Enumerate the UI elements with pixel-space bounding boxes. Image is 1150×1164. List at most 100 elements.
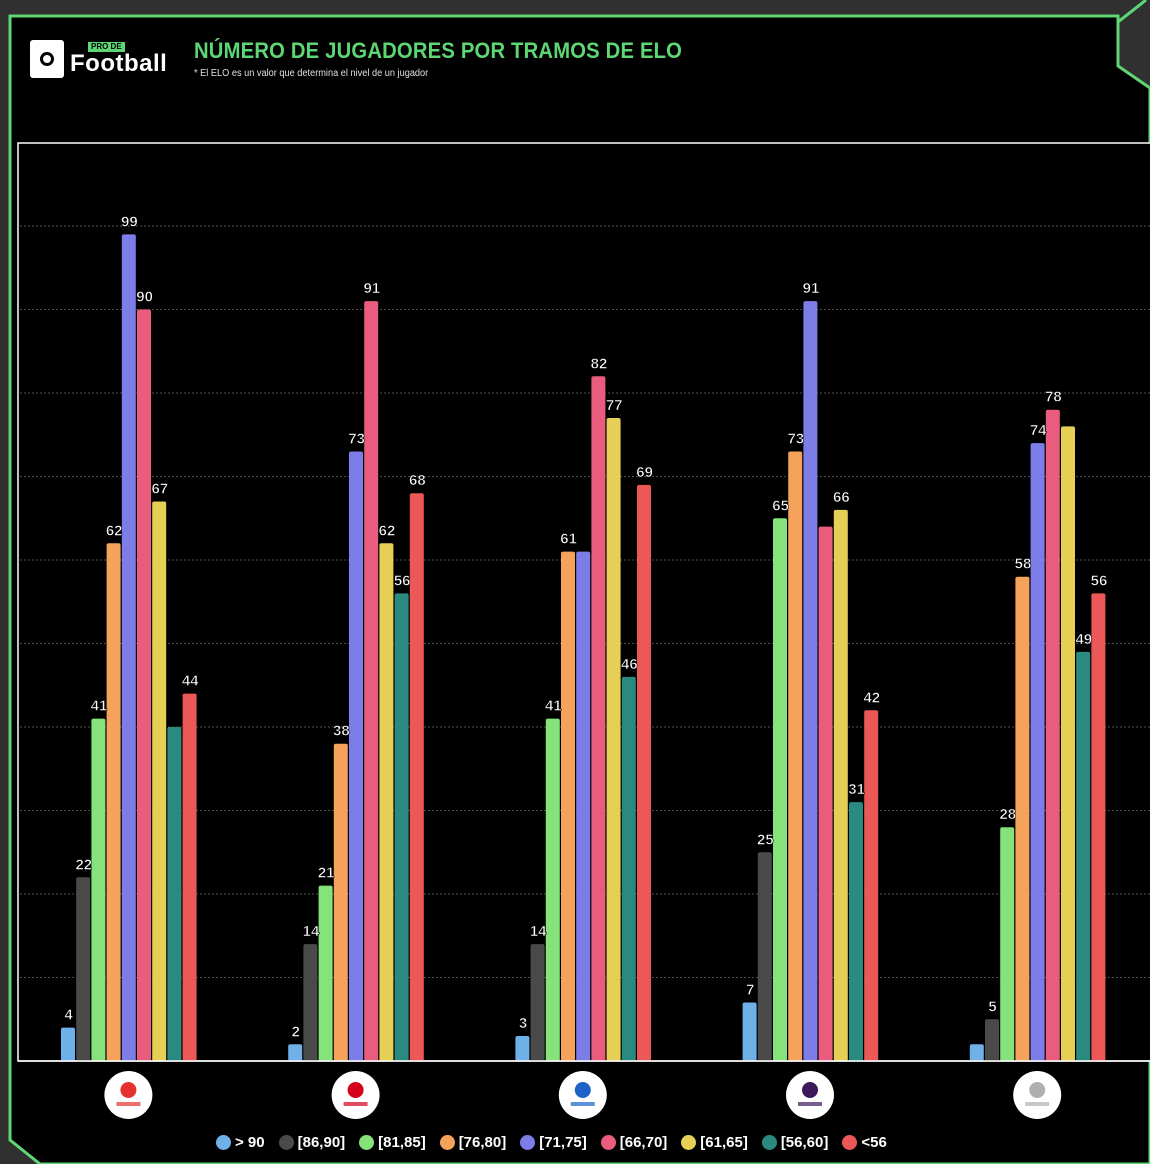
legend-label: [66,70]: [619, 1133, 668, 1151]
data-label: 46: [621, 656, 638, 673]
bar-laliga-santander-2: [76, 877, 91, 1061]
legend-label: [81,85]: [378, 1133, 426, 1151]
bar-laliga-santander-6: [137, 309, 151, 1061]
bar-bundesliga-8: [394, 593, 409, 1061]
bar-bundesliga-9: [409, 493, 424, 1061]
legend-item: > 90: [216, 1134, 265, 1151]
bar-serie-a-6: [591, 376, 606, 1061]
data-label: 38: [333, 723, 350, 740]
data-label: 22: [75, 856, 92, 873]
legend-item: [71,75]: [520, 1134, 587, 1151]
data-label: 65: [772, 497, 789, 514]
data-label: 56: [1091, 572, 1108, 589]
data-label: 5: [988, 998, 996, 1015]
data-label: 49: [1075, 631, 1092, 648]
logo-tag: PRO DE: [88, 42, 125, 52]
data-label: 56: [394, 572, 411, 589]
legend-item: [61,65]: [681, 1134, 748, 1151]
category-icons: [104, 1071, 1062, 1119]
data-label: 99: [121, 213, 138, 230]
data-label: 90: [136, 289, 153, 306]
data-label: 44: [182, 673, 199, 690]
bar-serie-a-3: [545, 718, 560, 1061]
brand-logo: PRO DE Football: [30, 40, 180, 82]
legend-item: [81,85]: [359, 1134, 426, 1151]
data-label: 91: [363, 280, 380, 297]
bar-ligue-1-4: [1015, 576, 1030, 1061]
bar-premier-league-6: [818, 526, 833, 1061]
legend-swatch-icon: [520, 1134, 536, 1150]
legend-swatch-icon: [842, 1134, 858, 1150]
bar-ligue-1-7: [1061, 426, 1075, 1061]
bar-ligue-1-9: [1091, 593, 1106, 1061]
bar-serie-a-8: [621, 676, 636, 1061]
legend-swatch-icon: [359, 1134, 375, 1150]
premier-league-logo-icon: [786, 1071, 834, 1119]
legend-swatch-icon: [681, 1134, 697, 1150]
data-label: 14: [530, 923, 547, 940]
legend-item: <56: [842, 1134, 887, 1151]
legend-swatch-icon: [278, 1134, 294, 1150]
logo-text: Football: [70, 50, 168, 77]
legend: > 90 [86,90] [81,85] [76,80] [71,75] [66,70] […: [216, 1128, 887, 1156]
bar-premier-league-1: [742, 1002, 757, 1061]
bar-premier-league-5: [803, 301, 818, 1061]
data-label: 82: [591, 355, 608, 372]
legend-item: [56,60]: [761, 1134, 828, 1151]
data-label: 25: [757, 831, 774, 848]
bar-serie-a-7: [606, 418, 621, 1061]
bar-bundesliga-6: [364, 301, 379, 1061]
data-label: 4: [64, 1007, 73, 1024]
bar-serie-a-2: [530, 944, 545, 1061]
bar-bundesliga-7: [379, 543, 394, 1061]
data-label: 62: [379, 522, 396, 539]
data-label: 68: [409, 472, 426, 489]
data-label: 14: [303, 923, 320, 940]
bar-premier-league-9: [864, 710, 879, 1061]
bundesliga-logo-icon: [331, 1071, 380, 1119]
bars: [61, 234, 1106, 1062]
bar-ligue-1-8: [1076, 651, 1091, 1061]
data-label: 73: [787, 430, 804, 447]
bar-premier-league-2: [757, 852, 772, 1061]
bar-bundesliga-1: [288, 1044, 303, 1061]
bar-serie-a-5: [576, 551, 591, 1061]
data-label: 62: [106, 522, 123, 539]
data-label: 91: [803, 280, 820, 297]
bar-bundesliga-2: [303, 944, 318, 1061]
data-label: 74: [1030, 422, 1047, 439]
chart-subtitle: * El ELO es un valor que determina el ni…: [194, 68, 429, 79]
data-label: 41: [91, 698, 108, 715]
logo-badge-icon: [30, 40, 64, 78]
data-label: 67: [151, 481, 168, 498]
bar-serie-a-4: [561, 551, 575, 1061]
legend-label: [61,65]: [700, 1133, 748, 1151]
data-label: 73: [348, 430, 365, 447]
ligue-1-logo-icon: [1013, 1071, 1062, 1119]
bar-bundesliga-4: [333, 743, 348, 1061]
data-label: 66: [833, 489, 850, 506]
bar-premier-league-8: [849, 802, 863, 1061]
bar-ligue-1-2: [985, 1019, 999, 1061]
bar-laliga-santander-9: [182, 693, 197, 1061]
legend-swatch-icon: [439, 1134, 455, 1150]
data-label: 7: [746, 982, 754, 999]
legend-label: > 90: [235, 1133, 265, 1151]
data-label: 2: [292, 1023, 300, 1040]
bar-bundesliga-3: [318, 885, 333, 1061]
data-label: 77: [606, 397, 623, 414]
bar-premier-league-4: [788, 451, 803, 1061]
bar-serie-a-9: [637, 484, 651, 1062]
bar-ligue-1-6: [1045, 409, 1060, 1061]
bar-laliga-santander-1: [61, 1027, 75, 1061]
data-label: 42: [863, 689, 880, 706]
bar-ligue-1-3: [1000, 827, 1015, 1061]
legend-item: [76,80]: [439, 1134, 506, 1151]
data-label: 3: [519, 1015, 527, 1032]
legend-label: [86,90]: [297, 1133, 346, 1151]
bar-premier-league-3: [773, 518, 787, 1061]
data-label: 31: [848, 781, 865, 798]
data-label: 28: [999, 806, 1016, 823]
bar-laliga-santander-7: [152, 501, 167, 1061]
